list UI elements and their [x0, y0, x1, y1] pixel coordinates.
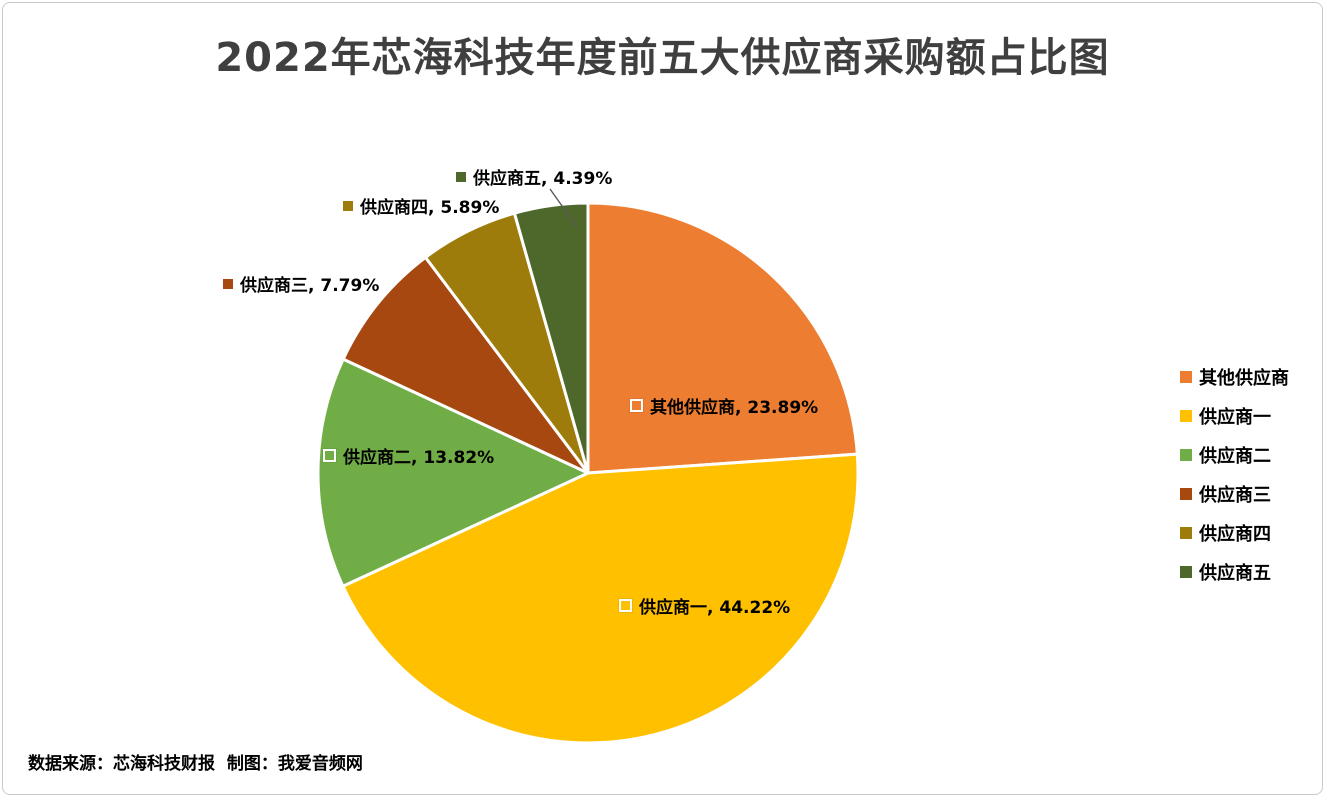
legend-label: 供应商四	[1199, 524, 1271, 545]
legend-swatch-icon	[1180, 449, 1192, 461]
data-label-supplier4: 供应商四, 5.89%	[343, 193, 499, 218]
legend-item-other-suppliers: 其他供应商	[1180, 364, 1289, 390]
legend-label: 其他供应商	[1199, 368, 1289, 389]
legend-label: 供应商一	[1199, 407, 1271, 428]
legend-label: 供应商五	[1199, 563, 1271, 584]
pie-slices-group	[316, 201, 860, 745]
legend-item-supplier2: 供应商二	[1180, 442, 1289, 468]
data-label-supplier5: 供应商五, 4.39%	[456, 164, 612, 189]
data-label-other-suppliers: 其他供应商, 23.89%	[630, 393, 818, 418]
legend-swatch-icon	[1180, 371, 1192, 383]
legend-key-icon	[619, 599, 632, 612]
legend-key-icon	[630, 399, 643, 412]
legend-key-icon	[223, 278, 233, 289]
data-label-text: 供应商三, 7.79%	[240, 276, 380, 296]
legend-swatch-icon	[1180, 566, 1192, 578]
pie-slice-4	[341, 255, 590, 475]
pie-slice-2	[341, 452, 860, 745]
data-label-supplier1: 供应商一, 44.22%	[619, 593, 790, 618]
chart-title: 2022年芯海科技年度前五大供应商采购额占比图	[215, 35, 1110, 81]
data-label-text: 供应商四, 5.89%	[360, 198, 500, 218]
legend-item-supplier1: 供应商一	[1180, 403, 1289, 429]
data-label-supplier2: 供应商二, 13.82%	[323, 443, 494, 468]
legend-item-supplier4: 供应商四	[1180, 520, 1289, 546]
legend-label: 供应商三	[1199, 485, 1271, 506]
legend-label: 供应商二	[1199, 446, 1271, 467]
pie-slice-1	[586, 201, 859, 475]
legend-key-icon	[323, 449, 336, 462]
legend-item-supplier3: 供应商三	[1180, 481, 1289, 507]
legend-swatch-icon	[1180, 527, 1192, 539]
pie-slice-6	[512, 201, 590, 475]
data-label-text: 其他供应商, 23.89%	[650, 398, 819, 418]
legend-swatch-icon	[1180, 410, 1192, 422]
legend-key-icon	[456, 171, 466, 182]
leader-line-supplier5	[549, 188, 578, 228]
pie-chart	[316, 188, 860, 745]
data-label-text: 供应商一, 44.22%	[639, 598, 791, 618]
pie-slice-3	[316, 357, 590, 588]
data-label-text: 供应商二, 13.82%	[343, 448, 495, 468]
source-note: 数据来源：芯海科技财报 制图：我爱音频网	[28, 754, 363, 774]
legend-item-supplier5: 供应商五	[1180, 559, 1289, 585]
data-label-text: 供应商五, 4.39%	[473, 169, 613, 189]
data-label-supplier3: 供应商三, 7.79%	[223, 271, 379, 296]
legend: 其他供应商 供应商一 供应商二 供应商三 供应商四 供应商五	[1180, 364, 1289, 585]
legend-swatch-icon	[1180, 488, 1192, 500]
legend-key-icon	[343, 200, 353, 211]
